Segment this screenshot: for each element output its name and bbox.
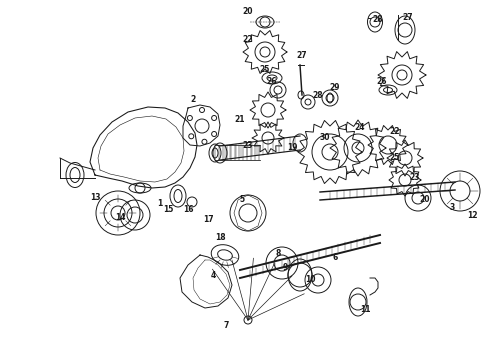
Text: 22: 22 bbox=[390, 127, 400, 136]
Text: 25: 25 bbox=[260, 66, 270, 75]
Text: 20: 20 bbox=[243, 8, 253, 17]
Text: 24: 24 bbox=[355, 123, 365, 132]
Text: 25: 25 bbox=[390, 153, 400, 162]
Text: 12: 12 bbox=[467, 211, 477, 220]
Text: 6: 6 bbox=[332, 253, 338, 262]
Text: 8: 8 bbox=[275, 248, 281, 257]
Text: 7: 7 bbox=[223, 321, 229, 330]
Text: 26: 26 bbox=[377, 77, 387, 86]
Text: 29: 29 bbox=[330, 84, 340, 93]
Text: 20: 20 bbox=[420, 195, 430, 204]
Text: 15: 15 bbox=[163, 206, 173, 215]
Text: 13: 13 bbox=[90, 194, 100, 202]
Text: 2: 2 bbox=[191, 95, 196, 104]
Text: 28: 28 bbox=[313, 90, 323, 99]
Text: 23: 23 bbox=[243, 140, 253, 149]
Text: 1: 1 bbox=[157, 198, 163, 207]
Text: 27: 27 bbox=[403, 13, 413, 22]
Text: 9: 9 bbox=[282, 264, 288, 273]
Text: 14: 14 bbox=[115, 213, 125, 222]
Text: 26: 26 bbox=[267, 77, 277, 86]
Text: 18: 18 bbox=[215, 234, 225, 243]
Text: 4: 4 bbox=[210, 270, 216, 279]
Text: 3: 3 bbox=[449, 203, 455, 212]
Text: 16: 16 bbox=[183, 206, 193, 215]
Text: 11: 11 bbox=[360, 306, 370, 315]
Text: 30: 30 bbox=[320, 134, 330, 143]
Text: 27: 27 bbox=[296, 50, 307, 59]
Text: 22: 22 bbox=[243, 36, 253, 45]
Text: 19: 19 bbox=[287, 144, 297, 153]
Text: 28: 28 bbox=[373, 15, 383, 24]
Text: 23: 23 bbox=[410, 174, 420, 183]
Text: 21: 21 bbox=[235, 116, 245, 125]
Text: 10: 10 bbox=[305, 275, 315, 284]
Text: 5: 5 bbox=[240, 195, 245, 204]
Text: 17: 17 bbox=[203, 216, 213, 225]
